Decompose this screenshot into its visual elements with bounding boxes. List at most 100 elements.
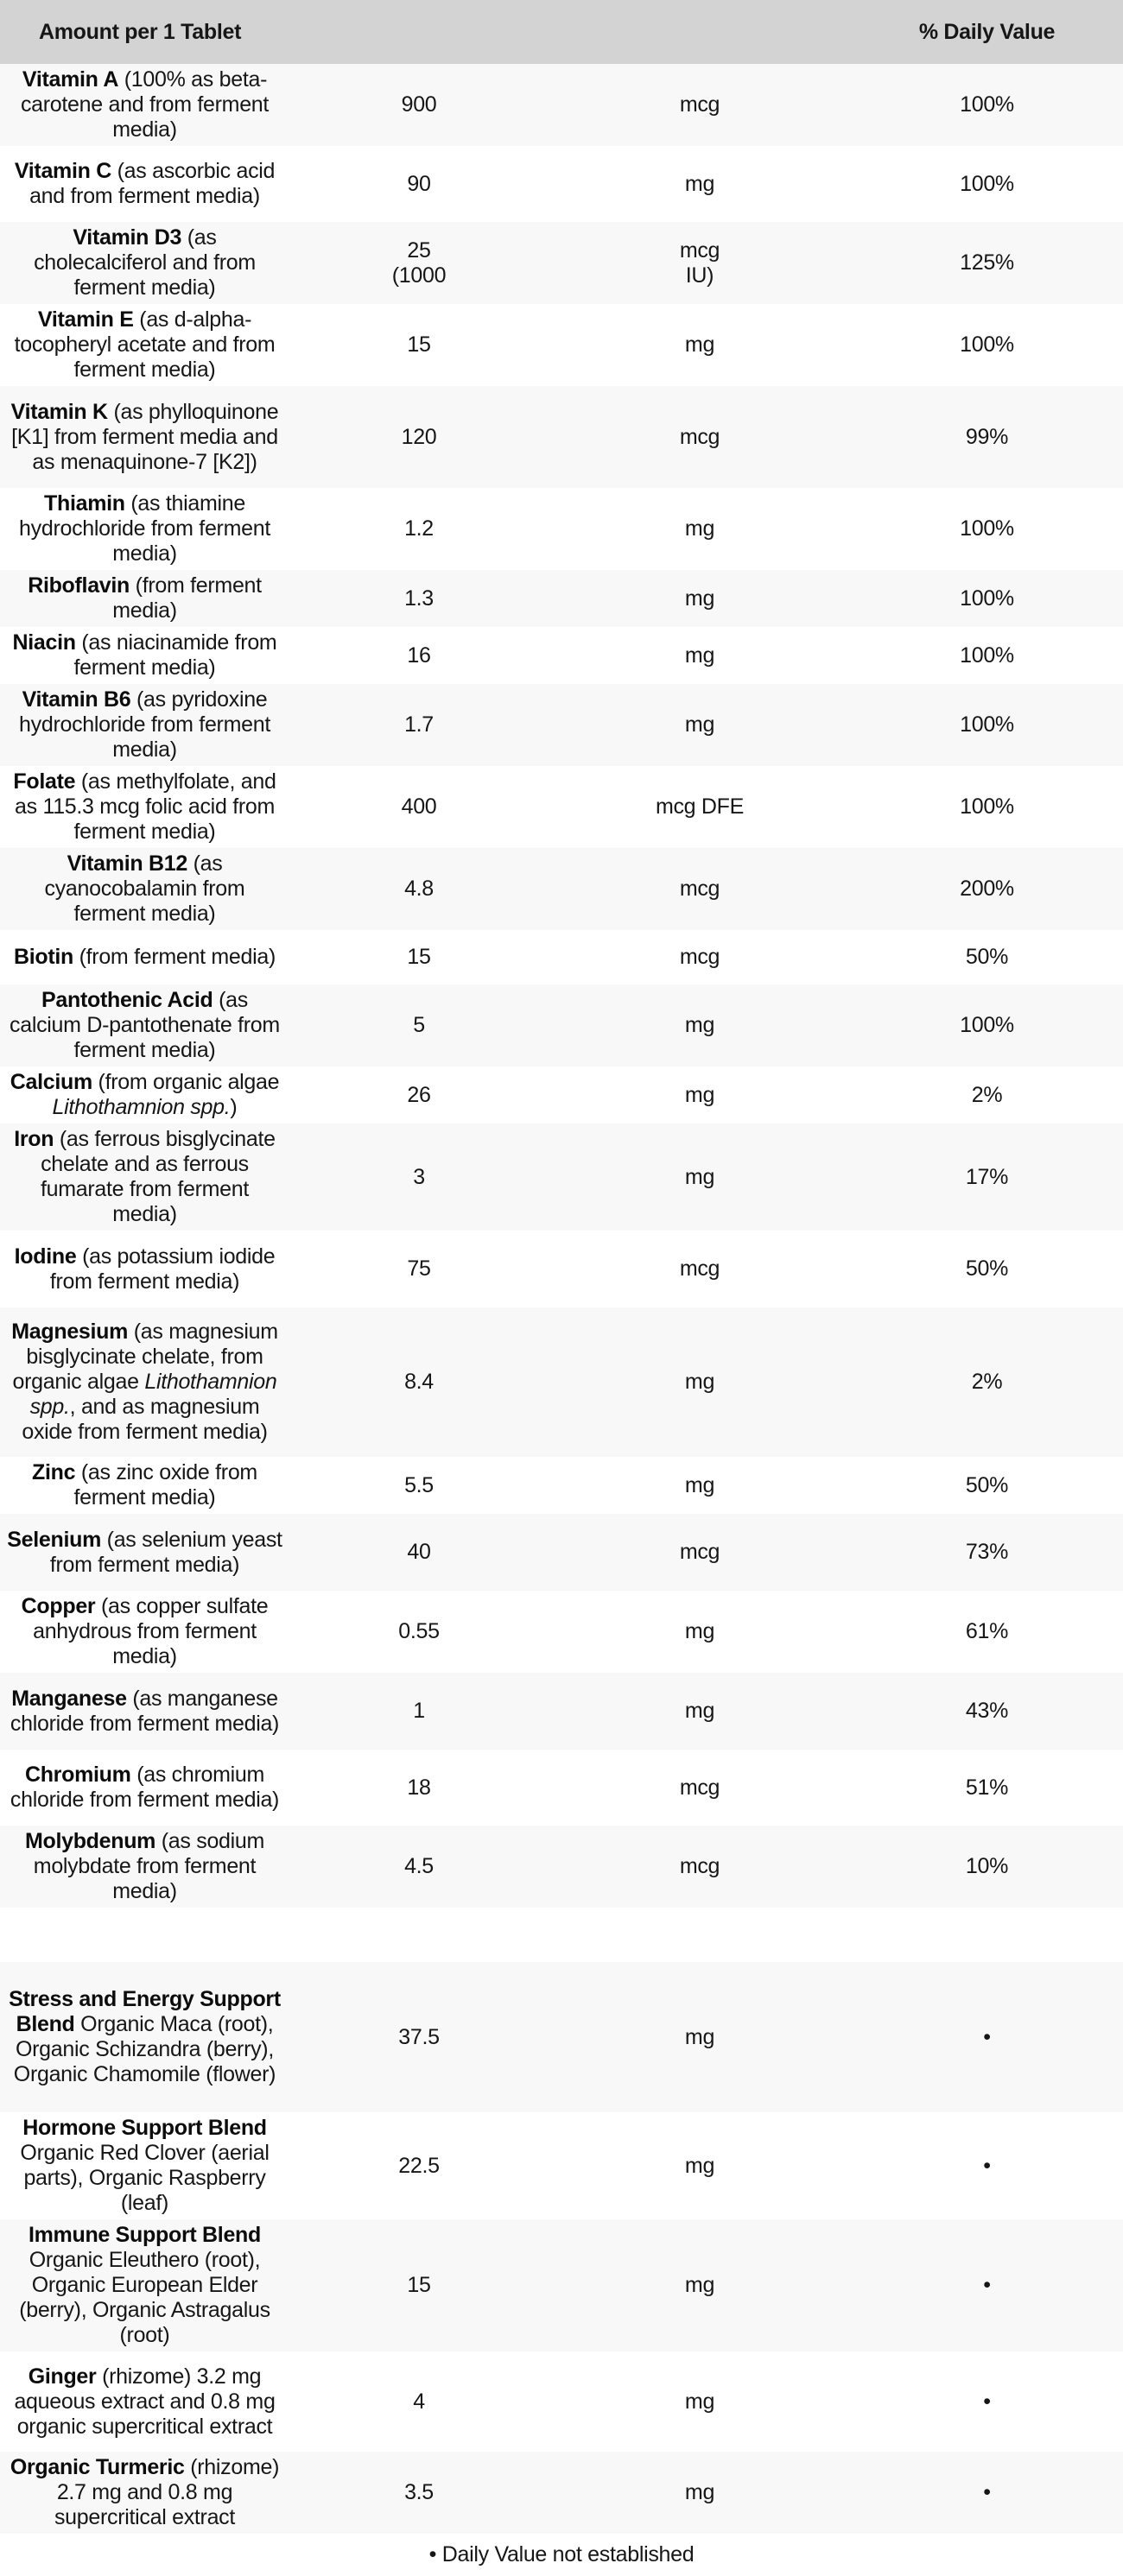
amount-value: 3.5	[404, 2480, 434, 2504]
table-row: Iodine (as potassium iodide from ferment…	[0, 1231, 1123, 1307]
table-row: Vitamin B12 (as cyanocobalamin from ferm…	[0, 848, 1123, 930]
amount-value: 15	[407, 2273, 431, 2297]
table-row: Calcium (from organic algae Lithothamnio…	[0, 1066, 1123, 1123]
spacer-row	[0, 1908, 1123, 1962]
table-row: Pantothenic Acid (as calcium D-pantothen…	[0, 984, 1123, 1066]
column-header-amount-per-tablet: Amount per 1 Tablet	[39, 19, 242, 44]
amount-value: 1.3	[404, 585, 434, 611]
daily-value: 99%	[965, 424, 1009, 449]
unit-value: mg	[684, 1013, 715, 1037]
amount-value: 16	[407, 642, 431, 668]
table-row: Immune Support Blend Organic Eleuthero (…	[0, 2219, 1123, 2351]
daily-value: •	[983, 2273, 991, 2297]
unit-value: mcg	[679, 424, 720, 449]
amount-value: 120	[401, 424, 437, 449]
unit-value: mg	[684, 2389, 715, 2414]
ingredient-name: Vitamin C (as ascorbic acid and from fer…	[14, 159, 276, 208]
amount-value: 26	[407, 1082, 431, 1107]
amount-value: 15	[407, 332, 431, 357]
daily-value: 200%	[960, 877, 1014, 901]
ingredient-name: Vitamin B12 (as cyanocobalamin from ferm…	[44, 851, 245, 926]
column-header-percent-daily-value: % Daily Value	[918, 19, 1056, 44]
amount-value: 1.2	[404, 516, 434, 541]
ingredient-name: Thiamin (as thiamine hydrochloride from …	[19, 491, 270, 566]
daily-value: 125%	[960, 250, 1014, 275]
unit-value: mg	[684, 1082, 715, 1107]
amount-value: 4.5	[404, 1854, 434, 1878]
daily-value: 100%	[960, 1013, 1014, 1037]
daily-value: 100%	[960, 171, 1014, 196]
ingredient-name: Vitamin K (as phylloquinone [K1] from fe…	[10, 399, 279, 474]
table-row: Organic Turmeric (rhizome) 2.7 mg and 0.…	[0, 2452, 1123, 2534]
ingredient-name: Calcium (from organic algae Lithothamnio…	[10, 1070, 280, 1119]
daily-value: •	[983, 2024, 991, 2049]
table-row: Molybdenum (as sodium molybdate from fer…	[0, 1826, 1123, 1908]
ingredient-name: Ginger (rhizome) 3.2 mg aqueous extract …	[14, 2364, 276, 2439]
daily-value: 100%	[960, 642, 1014, 668]
unit-value: mg	[684, 2153, 715, 2178]
ingredient-name: Hormone Support Blend Organic Red Clover…	[20, 2116, 270, 2215]
daily-value: 10%	[965, 1854, 1009, 1878]
daily-value: 100%	[960, 712, 1014, 737]
unit-value: mg	[684, 516, 715, 541]
daily-value: 73%	[965, 1540, 1009, 1564]
unit-value: mg	[684, 642, 715, 668]
amount-value: 37.5	[398, 2024, 440, 2049]
unit-value: mg	[684, 1619, 715, 1643]
unit-value: mcg	[679, 1775, 720, 1800]
unit-value: mg	[684, 1164, 715, 1189]
ingredient-name: Iron (as ferrous bisglycinate chelate an…	[14, 1127, 276, 1226]
daily-value: •	[983, 2389, 991, 2414]
table-header-row: Amount per 1 Tablet % Daily Value	[0, 0, 1123, 64]
daily-value: 50%	[965, 1472, 1009, 1497]
amount-value: 5.5	[404, 1472, 434, 1497]
ingredient-name: Iodine (as potassium iodide from ferment…	[14, 1244, 276, 1294]
unit-value: mg	[684, 2273, 715, 2297]
unit-value: mg	[684, 1699, 715, 1723]
table-body: Vitamin A (100% as beta-carotene and fro…	[0, 64, 1123, 2534]
amount-value: 400	[401, 794, 437, 819]
unit-value: mg	[684, 171, 715, 196]
unit-value: mg	[684, 1370, 715, 1394]
ingredient-name: Copper (as copper sulfate anhydrous from…	[21, 1594, 269, 1668]
daily-value: 100%	[960, 332, 1014, 357]
daily-value: 100%	[960, 585, 1014, 611]
table-row: Vitamin A (100% as beta-carotene and fro…	[0, 64, 1123, 146]
ingredient-name: Selenium (as selenium yeast from ferment…	[7, 1527, 282, 1577]
table-row: Zinc (as zinc oxide from ferment media) 5…	[0, 1457, 1123, 1514]
amount-value: 4	[413, 2389, 425, 2414]
table-row: Vitamin E (as d-alpha-tocopheryl acetate…	[0, 304, 1123, 386]
table-row: Vitamin C (as ascorbic acid and from fer…	[0, 146, 1123, 222]
unit-value: mg	[684, 1472, 715, 1497]
table-row: Magnesium (as magnesium bisglycinate che…	[0, 1307, 1123, 1457]
table-row: Vitamin D3 (as cholecalciferol and from …	[0, 222, 1123, 304]
unit-value: mcg	[679, 1256, 720, 1281]
table-row: Copper (as copper sulfate anhydrous from…	[0, 1591, 1123, 1673]
daily-value: •	[983, 2480, 991, 2504]
table-row: Iron (as ferrous bisglycinate chelate an…	[0, 1123, 1123, 1231]
table-row: Ginger (rhizome) 3.2 mg aqueous extract …	[0, 2351, 1123, 2452]
unit-value: mcg DFE	[655, 794, 745, 819]
amount-value: 4.8	[404, 877, 434, 901]
unit-value: mg	[684, 2024, 715, 2049]
amount-value: 5	[413, 1013, 425, 1037]
ingredient-name: Vitamin D3 (as cholecalciferol and from …	[34, 225, 256, 300]
ingredient-name: Chromium (as chromium chloride from ferm…	[10, 1763, 280, 1812]
amount-value: 75	[407, 1256, 431, 1281]
daily-value: 2%	[971, 1082, 1003, 1107]
table-row: Thiamin (as thiamine hydrochloride from …	[0, 488, 1123, 570]
daily-value: 43%	[965, 1699, 1009, 1723]
unit-value: mcg	[679, 1854, 720, 1878]
amount-value: 3	[413, 1164, 425, 1189]
daily-value: 100%	[960, 92, 1014, 117]
daily-value: •	[983, 2153, 991, 2178]
unit-value: mcg IU)	[679, 237, 720, 288]
daily-value: 51%	[965, 1775, 1009, 1800]
daily-value: 50%	[965, 945, 1009, 969]
amount-value: 22.5	[398, 2153, 440, 2178]
unit-value: mcg	[679, 877, 720, 901]
unit-value: mcg	[679, 92, 720, 117]
ingredient-name: Vitamin B6 (as pyridoxine hydrochloride …	[19, 687, 270, 762]
amount-value: 900	[401, 92, 437, 117]
